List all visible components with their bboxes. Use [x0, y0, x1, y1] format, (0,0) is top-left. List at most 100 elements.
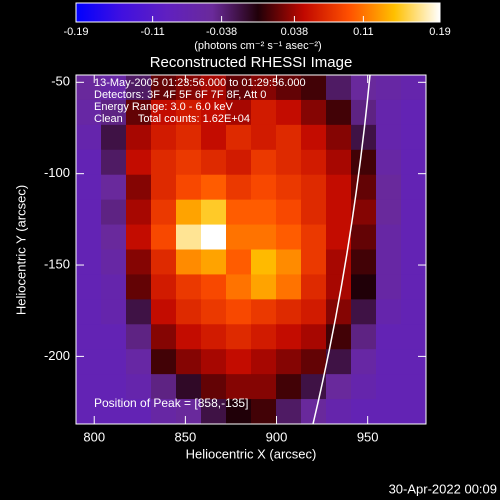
y-tick-label: -50	[51, 74, 70, 89]
heatmap-cell	[401, 75, 426, 101]
heatmap-cell	[301, 249, 327, 275]
chart-title: Reconstructed RHESSI Image	[150, 54, 353, 71]
heatmap-cell	[326, 374, 352, 400]
heatmap-cell	[226, 349, 252, 375]
heatmap-cell	[201, 274, 227, 300]
heatmap-cell	[201, 374, 227, 400]
heatmap-cell	[276, 374, 302, 400]
heatmap-cell	[251, 399, 277, 424]
heatmap-cell	[201, 224, 227, 250]
heatmap-cell	[101, 249, 127, 275]
heatmap-cell	[251, 99, 277, 126]
heatmap-cell	[251, 349, 277, 375]
heatmap-cell	[326, 99, 352, 126]
heatmap-cell	[326, 224, 352, 250]
heatmap-cell	[326, 75, 352, 101]
heatmap-cell	[151, 199, 177, 226]
heatmap-cell	[351, 99, 377, 126]
heatmap-cell	[151, 124, 177, 151]
heatmap-cell	[301, 174, 327, 201]
heatmap-cell	[176, 374, 202, 400]
heatmap-cell	[276, 199, 302, 226]
heatmap-cell	[351, 174, 377, 201]
heatmap-cell	[251, 149, 277, 176]
heatmap-cell	[326, 149, 352, 176]
heatmap-cell	[401, 224, 426, 250]
heatmap-cell	[401, 249, 426, 275]
heatmap-cell	[276, 274, 302, 300]
heatmap-cell	[351, 75, 377, 101]
heatmap-cell	[226, 124, 252, 151]
heatmap-cell	[326, 124, 352, 151]
heatmap-cell	[301, 149, 327, 176]
heatmap-cell	[126, 324, 152, 350]
heatmap-cell	[301, 224, 327, 250]
heatmap-cell	[376, 324, 402, 350]
heatmap-cell	[201, 249, 227, 275]
heatmap-cell	[151, 274, 177, 300]
x-tick-label: 950	[357, 429, 379, 444]
heatmap-cell	[151, 299, 177, 325]
heatmap-cell	[376, 349, 402, 375]
heatmap-cell	[176, 399, 202, 424]
heatmap-cell	[251, 75, 277, 101]
heatmap-cell	[351, 274, 377, 300]
heatmap-cell	[176, 349, 202, 375]
heatmap-cell	[176, 199, 202, 226]
heatmap-cell	[126, 149, 152, 176]
y-tick-label: -100	[44, 165, 70, 180]
heatmap-cell	[401, 199, 426, 226]
heatmap-cell	[351, 349, 377, 375]
heatmap-cell	[401, 274, 426, 300]
heatmap-cell	[226, 374, 252, 400]
heatmap-cell	[176, 224, 202, 250]
heatmap-cell	[301, 349, 327, 375]
heatmap-cell	[301, 274, 327, 300]
x-tick-label: 800	[83, 429, 105, 444]
heatmap-cell	[251, 299, 277, 325]
heatmap-cell	[76, 374, 102, 400]
heatmap-cell	[126, 124, 152, 151]
heatmap-cell	[276, 399, 302, 424]
solar-limb	[312, 75, 371, 424]
heatmap-cell	[151, 224, 177, 250]
heatmap-cell	[126, 199, 152, 226]
heatmap-cell	[276, 324, 302, 350]
heatmap-cell	[251, 199, 277, 226]
colorbar	[76, 3, 440, 22]
heatmap-cell	[151, 75, 177, 101]
heatmap-cell	[76, 149, 102, 176]
heatmap-cell	[151, 174, 177, 201]
heatmap-cell	[101, 199, 127, 226]
heatmap-cell	[176, 75, 202, 101]
heatmap-cell	[126, 299, 152, 325]
heatmap-cell	[276, 174, 302, 201]
colorbar-label: (photons cm⁻² s⁻¹ asec⁻²)	[194, 40, 321, 52]
heatmap-cell	[101, 299, 127, 325]
heatmap-cell	[151, 374, 177, 400]
heatmap-cell	[76, 324, 102, 350]
heatmap-cell	[276, 349, 302, 375]
heatmap-cell	[301, 299, 327, 325]
heatmap-cell	[176, 249, 202, 275]
heatmap-cell	[101, 349, 127, 375]
heatmap-cell	[201, 399, 227, 424]
heatmap-cell	[301, 324, 327, 350]
heatmap-cell	[176, 174, 202, 201]
heatmap-cell	[376, 374, 402, 400]
colorbar-tick-label: 0.038	[281, 26, 309, 38]
heatmap-cell	[101, 149, 127, 176]
heatmap-cell	[101, 399, 127, 424]
heatmap-cell	[176, 299, 202, 325]
heatmap-cell	[401, 399, 426, 424]
heatmap-cell	[101, 274, 127, 300]
heatmap-cell	[276, 99, 302, 126]
heatmap-cell	[226, 199, 252, 226]
heatmap-cell	[76, 274, 102, 300]
heatmap-cell	[76, 399, 102, 424]
heatmap-cell	[251, 124, 277, 151]
heatmap-cell	[251, 374, 277, 400]
heatmap-cell	[226, 224, 252, 250]
heatmap-cell	[176, 124, 202, 151]
heatmap-cell	[401, 324, 426, 350]
